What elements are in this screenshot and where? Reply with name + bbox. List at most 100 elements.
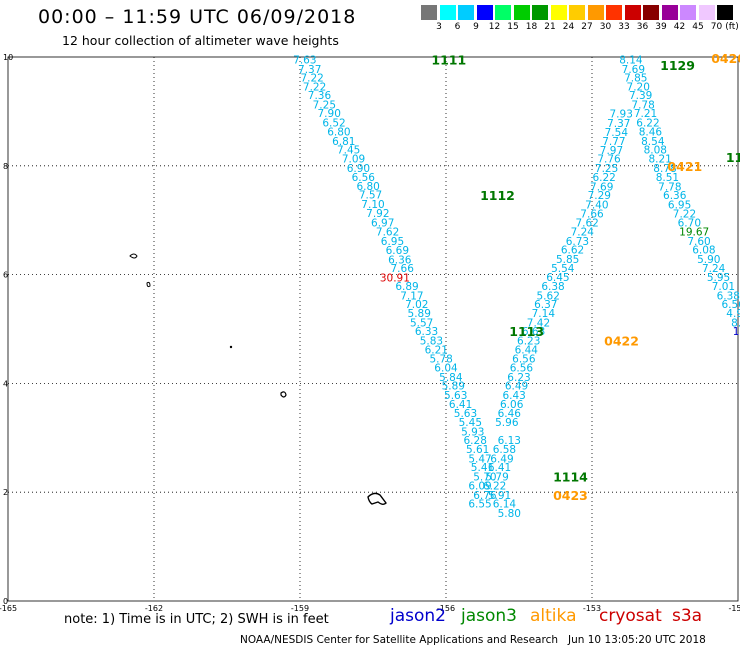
wave-height-value: 7.22 bbox=[300, 73, 323, 85]
wave-height-value: 5.89 bbox=[408, 308, 431, 320]
wave-height-value: 7.09 bbox=[342, 154, 365, 166]
wave-height-value: 6.73 bbox=[566, 236, 589, 248]
wave-height-value: 7.29 bbox=[588, 190, 611, 202]
pass-time-label: 1111 bbox=[431, 53, 466, 68]
wave-height-value: 6.28 bbox=[464, 435, 487, 447]
wave-height-value: 19.67 bbox=[679, 227, 709, 239]
scale-swatch bbox=[606, 5, 622, 20]
wave-height-value: 6.56 bbox=[721, 299, 740, 311]
wave-height-value: 4.95 bbox=[726, 308, 740, 320]
scale-swatch bbox=[624, 5, 641, 20]
wave-height-value: 5.90 bbox=[697, 254, 720, 266]
pass-time-label: 0422 bbox=[604, 333, 639, 348]
mission-altika: altika bbox=[530, 606, 577, 626]
wave-height-value: 5.84 bbox=[439, 372, 463, 384]
wave-height-value: 7.14 bbox=[532, 308, 556, 320]
island-outline bbox=[280, 391, 287, 398]
scale-swatch bbox=[661, 5, 678, 20]
wave-height-value: 6.04 bbox=[434, 363, 458, 375]
map-title: 00:00 – 11:59 UTC 06/09/2018 bbox=[38, 6, 357, 28]
y-tick-label: 2 bbox=[3, 488, 8, 497]
wave-height-value: 7.24 bbox=[702, 263, 726, 275]
scale-label: 12 bbox=[488, 22, 501, 32]
scale-swatch bbox=[532, 5, 548, 20]
wave-height-value: 7.66 bbox=[391, 263, 415, 275]
wave-height-value: 8.51 bbox=[656, 172, 679, 184]
wave-height-value: 7.25 bbox=[595, 163, 618, 175]
wave-height-value: 6.56 bbox=[352, 172, 376, 184]
wave-height-value: 5.63 bbox=[444, 390, 467, 402]
wave-height-value: 5.89 bbox=[442, 381, 465, 393]
wave-height-value: 6.23 bbox=[507, 372, 530, 384]
wave-height-value: 5.41 bbox=[471, 462, 494, 474]
scale-swatch bbox=[439, 5, 456, 20]
scale-label: 45 bbox=[692, 22, 704, 32]
scale-swatch bbox=[550, 5, 567, 20]
x-tick-label: -165 bbox=[0, 604, 17, 613]
island-outline bbox=[367, 492, 387, 505]
scale-label: 42 bbox=[673, 22, 686, 32]
scale-swatch bbox=[680, 5, 696, 20]
y-tick-label: 0 bbox=[3, 597, 8, 606]
wave-height-value: 6.22 bbox=[592, 172, 615, 184]
scale-label: 70 bbox=[710, 22, 723, 32]
wave-height-value: 5.61 bbox=[466, 444, 489, 456]
pass-time-label: 1112 bbox=[480, 188, 515, 203]
wave-height-value: 7.92 bbox=[366, 208, 389, 220]
wave-height-value: 7.37 bbox=[607, 118, 630, 130]
wave-height-value: 5.96 bbox=[495, 417, 519, 429]
wave-height-value: 7.57 bbox=[359, 190, 382, 202]
wave-height-value: 5.95 bbox=[707, 272, 730, 284]
wave-height-value: 7.62 bbox=[376, 227, 399, 239]
wave-height-value: 6.36 bbox=[388, 254, 412, 266]
pass-time-label: 1129 bbox=[660, 58, 695, 73]
wave-height-value: 8.46 bbox=[639, 127, 663, 139]
wave-height-value: 6.44 bbox=[515, 345, 539, 357]
wave-height-value: 7.63 bbox=[293, 55, 316, 67]
x-tick-label: -156 bbox=[437, 604, 455, 613]
wave-height-value: 6.56 bbox=[510, 363, 534, 375]
wave-height-value: 6.69 bbox=[386, 245, 409, 257]
wave-height-value: 5.70 bbox=[473, 471, 496, 483]
wave-height-color-scale: 3 6 9 12 15 18 21 24 27 30 33 36 39 42 45 70 (ft) bbox=[421, 5, 739, 35]
wave-height-value: 6.97 bbox=[371, 217, 394, 229]
wave-height-value: 8.21 bbox=[648, 154, 671, 166]
wave-height-value: 6.70 bbox=[678, 217, 701, 229]
wave-height-value: 5.45 bbox=[459, 417, 482, 429]
wave-height-value: 6.45 bbox=[546, 272, 569, 284]
y-tick-label: 6 bbox=[3, 271, 8, 280]
wave-height-value: 8.08 bbox=[644, 144, 667, 156]
wave-height-value: 7.54 bbox=[605, 127, 629, 139]
wave-height-value: 6.43 bbox=[502, 390, 525, 402]
wave-height-value: 7.77 bbox=[602, 136, 625, 148]
wave-height-value: 6.52 bbox=[322, 117, 345, 129]
wave-height-value: 6.62 bbox=[561, 245, 584, 257]
island-outline bbox=[129, 253, 138, 259]
y-tick-label: 8 bbox=[3, 162, 8, 171]
wave-height-value: 7.85 bbox=[624, 73, 647, 85]
wave-height-value: 7.22 bbox=[673, 209, 696, 221]
wave-height-value: 7.60 bbox=[687, 236, 710, 248]
wave-height-value: 7.62 bbox=[575, 217, 598, 229]
scale-swatch bbox=[513, 5, 530, 20]
wave-height-value: 5.93 bbox=[461, 426, 484, 438]
wave-height-value: 5.80 bbox=[498, 508, 521, 520]
wave-height-value: 5.79 bbox=[485, 471, 508, 483]
wave-height-value: 7.40 bbox=[585, 199, 608, 211]
island-outline bbox=[146, 281, 151, 288]
wave-height-value: 7.93 bbox=[610, 109, 633, 121]
wave-height-value: 7.02 bbox=[405, 299, 428, 311]
pass-time-label: 0423 bbox=[553, 488, 588, 503]
wave-height-value: 7.45 bbox=[337, 144, 360, 156]
y-tick-label: 10 bbox=[3, 53, 13, 62]
wave-height-value: 6.08 bbox=[692, 245, 715, 257]
wave-height-value: 7.10 bbox=[361, 199, 384, 211]
scale-swatch bbox=[421, 5, 437, 20]
wave-height-value: 6.90 bbox=[347, 163, 370, 175]
wave-height-value: 6.56 bbox=[512, 353, 536, 365]
wave-height-value: 6.38 bbox=[541, 281, 564, 293]
x-tick-label: -162 bbox=[145, 604, 163, 613]
wave-height-value: 6.63 bbox=[522, 326, 545, 338]
wave-height-value: 7.66 bbox=[580, 209, 604, 221]
